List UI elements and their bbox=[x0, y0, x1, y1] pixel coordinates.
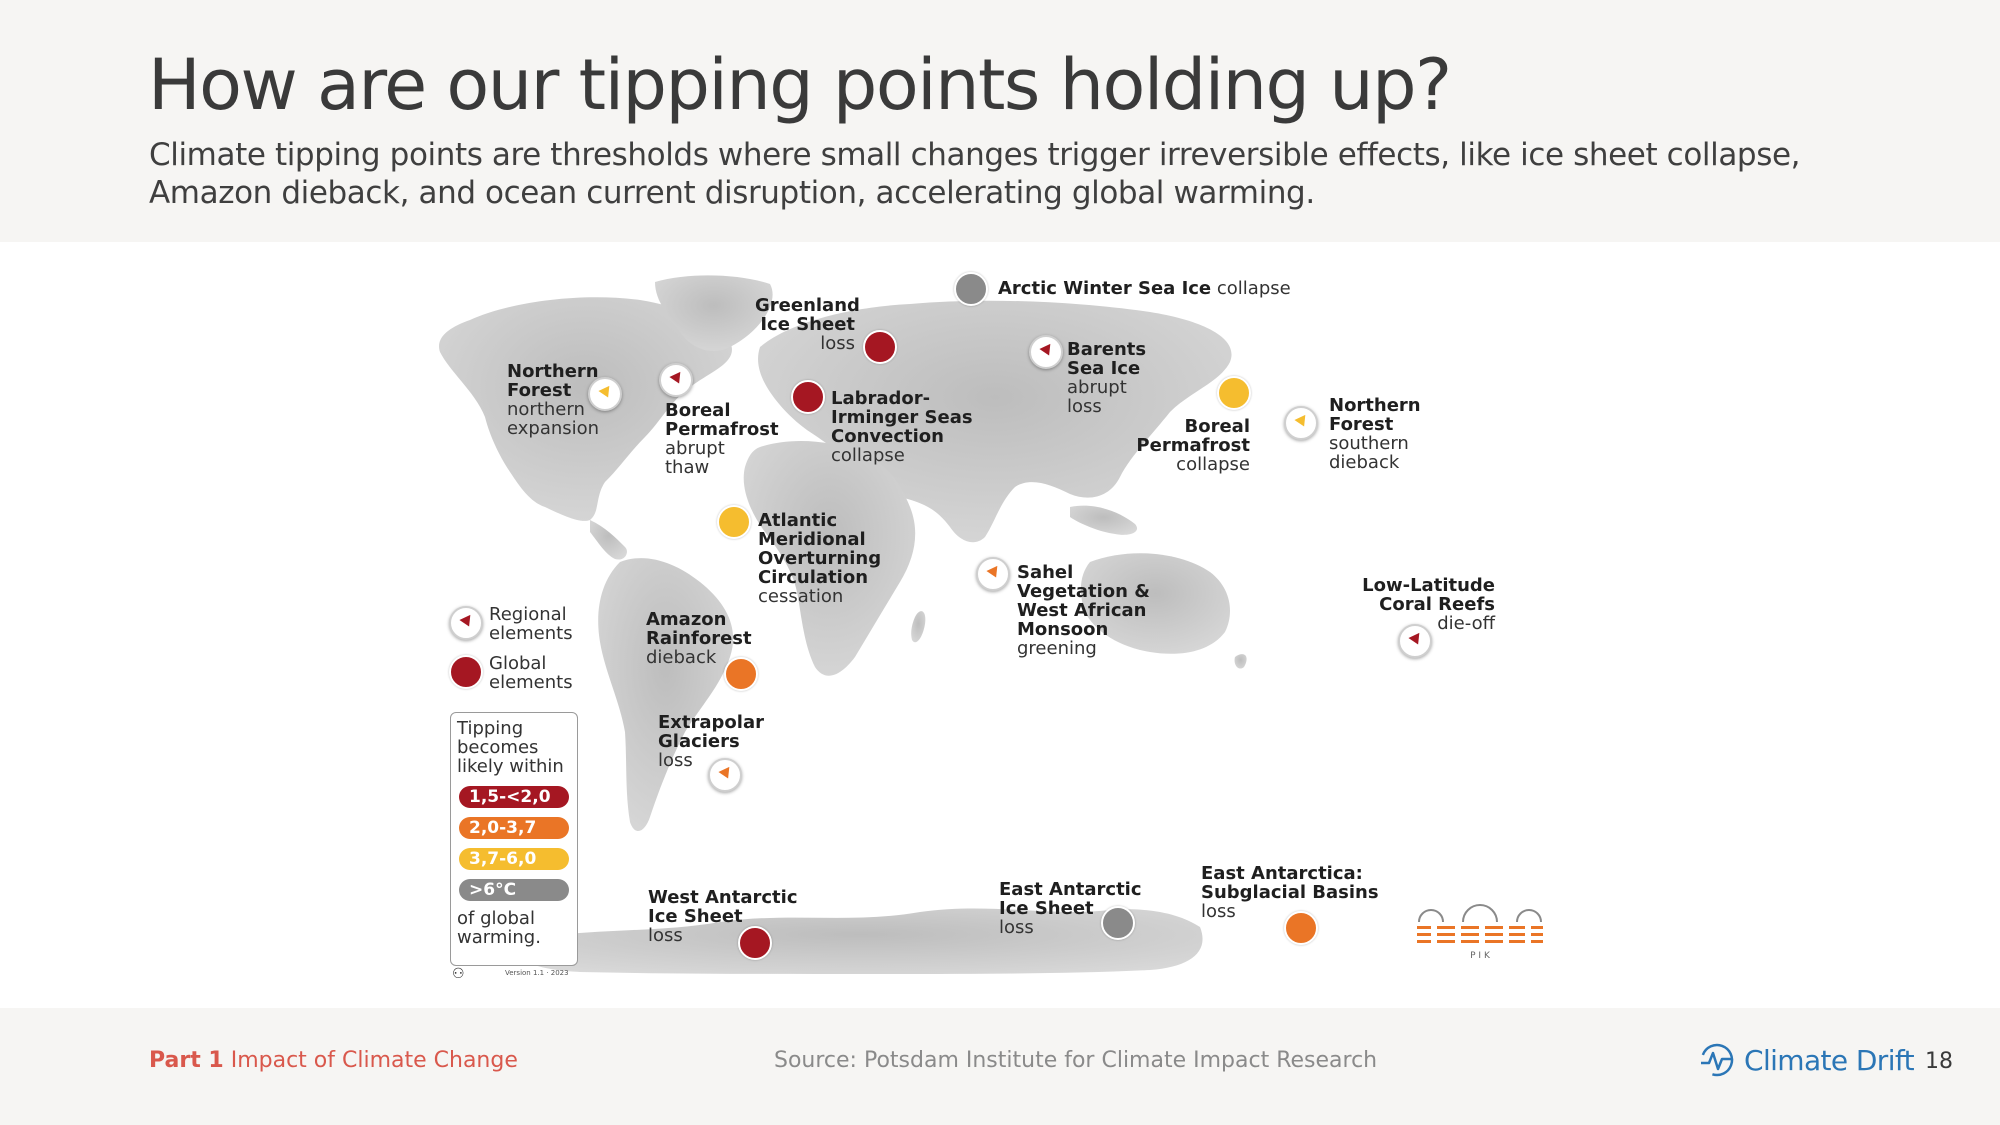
marker-amoc bbox=[717, 505, 751, 539]
label-barents: Barents Sea Ice abrupt loss bbox=[1067, 339, 1147, 417]
legend-box-heading: Tipping becomes likely within bbox=[457, 718, 564, 777]
legend-level-4: >6°C bbox=[459, 879, 569, 901]
marker-labrador-irminger bbox=[791, 380, 825, 414]
label-east-antarctic: East Antarctic Ice Sheet loss bbox=[999, 879, 1142, 938]
marker-northern-forest-na bbox=[588, 377, 622, 411]
legend-warming-box: Tipping becomes likely within 1,5-<2,0 2,0… bbox=[450, 712, 578, 966]
climate-drift-icon bbox=[1700, 1043, 1734, 1077]
brand-name: Climate Drift bbox=[1744, 1043, 1915, 1077]
label-sahel: Sahel Vegetation & West African Monsoon gree… bbox=[1017, 562, 1150, 659]
legend-level-1: 1,5-<2,0 bbox=[459, 786, 569, 808]
version-text: Version 1.1 · 2023 bbox=[505, 969, 569, 977]
label-boreal-permafrost-asia: Boreal Permafrost collapse bbox=[1136, 416, 1250, 475]
label-east-antarctica-basins: East Antarctica: Subglacial Basins loss bbox=[1201, 863, 1379, 922]
brand-logo: Climate Drift bbox=[1698, 1040, 1915, 1080]
footer-part-number: Part 1 bbox=[149, 1048, 224, 1073]
marker-arctic-winter-sea-ice bbox=[954, 272, 988, 306]
creative-commons-icon: ⚇ bbox=[452, 965, 465, 981]
legend-level-2: 2,0-3,7 bbox=[459, 817, 569, 839]
footer-part-title: Impact of Climate Change bbox=[230, 1048, 518, 1073]
label-amazon: Amazon Rainforest dieback bbox=[646, 609, 752, 668]
page-title: How are our tipping points holding up? bbox=[148, 44, 1452, 126]
legend-regional-label: Regional elements bbox=[489, 604, 573, 644]
label-west-antarctic: West Antarctic Ice Sheet loss bbox=[648, 887, 798, 946]
label-coral-reefs: Low-Latitude Coral Reefs die-off bbox=[1362, 575, 1495, 634]
legend-level-3: 3,7-6,0 bbox=[459, 848, 569, 870]
legend-box-footer: of global warming. bbox=[457, 908, 541, 948]
label-extrapolar-glaciers: Extrapolar Glaciers loss bbox=[658, 712, 764, 771]
page-number: 18 bbox=[1925, 1049, 1953, 1074]
label-northern-forest-na: Northern Forest northern expansion bbox=[507, 361, 600, 439]
footer-part: Part 1 Impact of Climate Change bbox=[149, 1048, 518, 1073]
legend-global-marker bbox=[449, 655, 483, 689]
header-band: How are our tipping points holding up? C… bbox=[0, 0, 2000, 242]
marker-coral-reefs bbox=[1398, 624, 1432, 658]
label-labrador: Labrador- Irminger Seas Convection collapse bbox=[831, 388, 973, 466]
legend-global-label: Global elements bbox=[489, 653, 573, 693]
label-northern-forest-asia: Northern Forest southern dieback bbox=[1329, 395, 1421, 473]
marker-west-antarctic bbox=[738, 926, 772, 960]
marker-east-antarctica-basins bbox=[1284, 911, 1318, 945]
marker-extrapolar-glaciers bbox=[708, 758, 742, 792]
label-boreal-permafrost-na: Boreal Permafrost abrupt thaw bbox=[665, 400, 779, 478]
marker-boreal-permafrost-na bbox=[659, 363, 693, 397]
marker-northern-forest-asia bbox=[1284, 406, 1318, 440]
legend-regional-marker bbox=[449, 606, 483, 640]
world-map bbox=[439, 275, 1247, 974]
label-greenland: Greenland Ice Sheet loss bbox=[755, 295, 860, 354]
pik-logo: P I K bbox=[1417, 904, 1543, 961]
footer-source: Source: Potsdam Institute for Climate Im… bbox=[774, 1048, 1378, 1073]
marker-east-antarctic bbox=[1101, 906, 1135, 940]
marker-barents-sea-ice bbox=[1029, 335, 1063, 369]
page-subtitle: Climate tipping points are thresholds wh… bbox=[149, 137, 1801, 211]
footer-band bbox=[0, 1008, 2000, 1125]
label-arctic: Arctic Winter Sea Ice collapse bbox=[998, 278, 1291, 299]
marker-sahel bbox=[976, 557, 1010, 591]
marker-amazon-rainforest bbox=[724, 657, 758, 691]
marker-boreal-permafrost-asia bbox=[1217, 376, 1251, 410]
pik-logo-text: P I K bbox=[1470, 951, 1491, 961]
marker-greenland-ice-sheet bbox=[863, 330, 897, 364]
label-amoc: Atlantic Meridional Overturning Circulation… bbox=[758, 510, 882, 607]
